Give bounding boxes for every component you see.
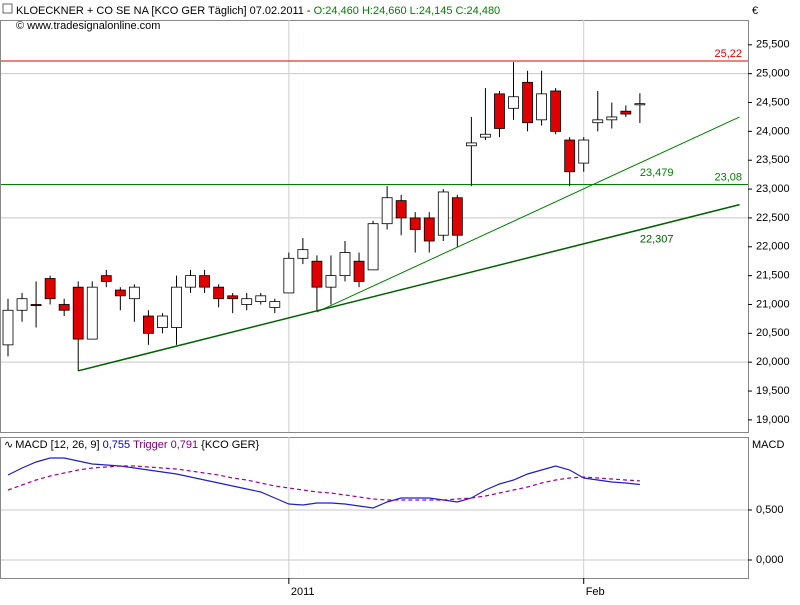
- candle-body: [157, 315, 168, 328]
- y-tick-label: 21,500: [756, 270, 790, 282]
- trendline-label: 23,479: [640, 167, 674, 179]
- candle-body: [255, 295, 267, 302]
- candle-body: [114, 289, 126, 297]
- x-tick-label: Feb: [586, 586, 605, 598]
- candle-body: [269, 301, 281, 308]
- title: KLOECKNER + CO SE NA [KCO GER Täglich] 0…: [16, 5, 314, 17]
- candle-body: [241, 298, 253, 305]
- candle-body: [325, 275, 337, 288]
- candle-body: [606, 116, 618, 121]
- candle-body: [578, 139, 590, 164]
- trendline-label: 22,307: [640, 234, 674, 246]
- candle-body: [143, 315, 154, 334]
- legend-trigger: Trigger 0,791: [133, 439, 198, 451]
- candle-body: [199, 275, 210, 288]
- y-tick-label: 23,500: [756, 154, 790, 166]
- trendline: [78, 203, 740, 372]
- candle-body: [16, 298, 28, 311]
- source: © www.tradesignalonline.com: [16, 20, 160, 32]
- ohlc: O:24,460 H:24,660 L:24,145 C:24,480: [314, 5, 501, 17]
- y-tick-label: 24,500: [756, 96, 790, 108]
- macd-icon: ∿: [4, 439, 13, 451]
- y-tick-label: 19,000: [756, 414, 790, 426]
- y-tick-label: 22,500: [756, 212, 790, 224]
- candle-body: [128, 286, 140, 300]
- menu-icon[interactable]: [2, 3, 13, 14]
- y-tick-label: 25,000: [756, 68, 790, 80]
- candle-body: [634, 103, 646, 106]
- candle-body: [367, 223, 379, 271]
- candle-body: [185, 275, 196, 288]
- candle-body: [423, 217, 435, 242]
- candle-body: [171, 286, 182, 328]
- candle-body: [480, 133, 491, 138]
- y-tick-label: 22,000: [756, 241, 790, 253]
- candle-body: [30, 304, 42, 307]
- candle-body: [381, 197, 393, 225]
- candle-body: [297, 249, 309, 259]
- macd-line: [7, 465, 640, 501]
- candle-body: [451, 197, 463, 236]
- candle-body: [283, 257, 295, 294]
- y-tick-label: 23,000: [756, 183, 790, 195]
- macd-line: [7, 457, 640, 509]
- candle-body: [522, 81, 533, 124]
- candle-body: [2, 309, 14, 346]
- candle-body: [409, 217, 421, 230]
- y-tick-label: 0,500: [756, 504, 784, 516]
- y-tick-label: 19,500: [756, 385, 790, 397]
- candle-body: [227, 295, 239, 300]
- candle-body: [100, 275, 112, 282]
- candle-body: [437, 191, 449, 236]
- candle-body: [536, 93, 547, 121]
- candle-body: [86, 286, 98, 340]
- y-tick-label: 24,000: [756, 125, 790, 137]
- candle-body: [213, 286, 225, 300]
- candle-body: [592, 119, 604, 124]
- chart-title: KLOECKNER + CO SE NA [KCO GER Täglich] 0…: [16, 5, 500, 17]
- trendline: [316, 116, 740, 313]
- candle-body: [494, 93, 505, 129]
- candle-body: [311, 260, 323, 288]
- candle-body: [465, 142, 477, 147]
- legend-macd: 0,755: [103, 439, 131, 451]
- candle-body: [508, 96, 519, 109]
- legend-symbol: {KCO GER}: [201, 439, 259, 451]
- y-tick-label: 20,000: [756, 356, 790, 368]
- candle-body: [44, 278, 56, 300]
- macd-panel: [0, 437, 749, 579]
- y-tick-label: 21,000: [756, 298, 790, 310]
- candle-body: [564, 139, 576, 173]
- x-tick-label: 2011: [291, 586, 315, 598]
- candle-body: [72, 286, 84, 340]
- candle-body: [620, 110, 632, 115]
- candle-body: [58, 304, 70, 311]
- candle-body: [339, 252, 351, 277]
- y-tick-label: 20,500: [756, 327, 790, 339]
- y-tick-label: 25,500: [756, 39, 790, 51]
- price-panel: [0, 20, 749, 433]
- macd-axis-label: MACD: [752, 439, 784, 451]
- candle-body: [395, 200, 407, 219]
- y-tick-label: 0,000: [756, 554, 784, 566]
- candle-body: [353, 260, 365, 282]
- level-label: 23,08: [714, 171, 742, 183]
- candle-body: [550, 90, 562, 132]
- macd-title: ∿ MACD [12, 26, 9] 0,755 Trigger 0,791 {KCO …: [4, 439, 260, 451]
- macd-name: MACD [12, 26, 9]: [15, 439, 99, 451]
- level-label: 25,22: [714, 48, 742, 60]
- unit: €: [752, 5, 758, 17]
